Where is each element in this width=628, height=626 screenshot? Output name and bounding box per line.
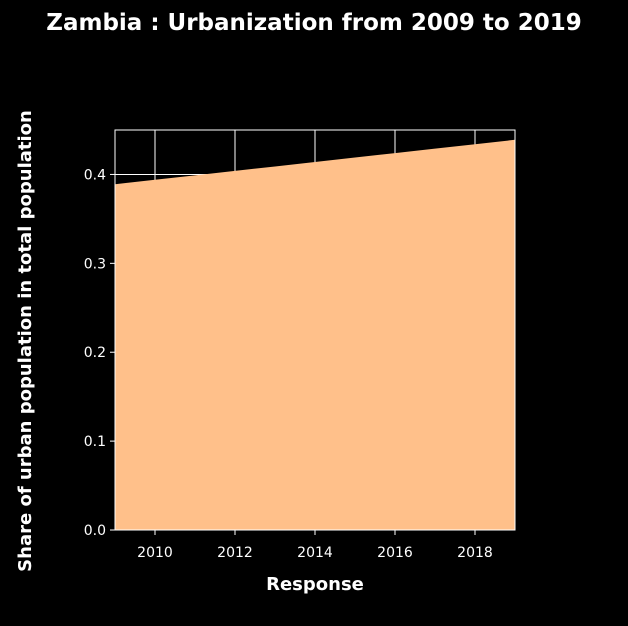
area-series-fill	[115, 139, 515, 530]
chart-title: Zambia : Urbanization from 2009 to 2019	[46, 10, 581, 36]
y-tick-label: 0.1	[84, 434, 106, 450]
x-axis: 2010 2012 2014 2016 2018	[137, 530, 493, 561]
x-tick-label: 2016	[377, 545, 413, 561]
y-tick-label: 0.4	[84, 167, 106, 183]
x-tick-label: 2010	[137, 545, 173, 561]
y-tick-label: 0.2	[84, 345, 106, 361]
y-tick-label: 0.0	[84, 523, 106, 539]
x-tick-label: 2012	[217, 545, 253, 561]
y-axis-label: Share of urban population in total popul…	[15, 110, 36, 572]
x-tick-label: 2018	[457, 545, 493, 561]
y-axis: 0.0 0.1 0.2 0.3 0.4	[84, 167, 115, 539]
x-tick-label: 2014	[297, 545, 333, 561]
y-tick-label: 0.3	[84, 256, 106, 272]
x-axis-label: Response	[266, 574, 364, 595]
